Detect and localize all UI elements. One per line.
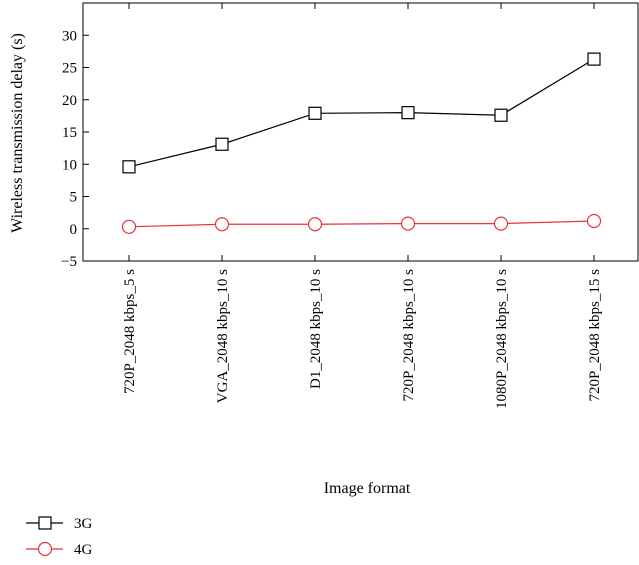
- data-point: [400, 216, 416, 231]
- data-point: [493, 216, 509, 231]
- legend-item: 3G: [26, 516, 93, 532]
- y-tick-label: 0: [70, 222, 78, 238]
- x-tick-label: 720P_2048 kbps_15 s: [587, 269, 603, 402]
- x-tick-label: VGA_2048 kbps_10 s: [215, 269, 231, 403]
- series-line: [128, 220, 595, 228]
- y-tick-label: 5: [70, 190, 78, 206]
- legend-label: 3G: [74, 516, 93, 532]
- series-4G: [121, 213, 602, 234]
- y-axis-title: Wireless transmission delay (s): [9, 33, 26, 233]
- data-point: [401, 106, 415, 120]
- data-point: [215, 137, 229, 151]
- data-point: [308, 106, 322, 120]
- data-point: [587, 52, 601, 66]
- data-point: [494, 108, 508, 122]
- legend-marker: [38, 516, 52, 530]
- x-tick-label: 1080P_2048 kbps_10 s: [494, 269, 510, 409]
- data-point: [214, 217, 230, 232]
- x-tick-label: 720P_2048 kbps_10 s: [401, 269, 417, 402]
- x-axis-title: Image format: [324, 480, 411, 497]
- data-point: [121, 219, 137, 234]
- series-line: [128, 58, 595, 168]
- y-tick-label: 20: [62, 93, 77, 109]
- y-tick-label: 25: [62, 61, 77, 77]
- series-3G: [122, 52, 601, 174]
- series-layer: [121, 52, 602, 234]
- legend-marker: [37, 541, 53, 557]
- legend-item: 4G: [26, 541, 93, 558]
- data-point: [307, 217, 323, 232]
- y-tick-label: −5: [61, 254, 77, 270]
- x-axis: 720P_2048 kbps_5 s VGA_2048 kbps_10 s D1_2…: [122, 3, 603, 409]
- x-tick-label: 720P_2048 kbps_5 s: [122, 269, 138, 394]
- y-tick-label: 15: [62, 125, 77, 141]
- x-tick-label: D1_2048 kbps_10 s: [308, 269, 324, 389]
- data-point: [586, 213, 602, 229]
- data-point: [122, 160, 136, 174]
- y-tick-label: 30: [62, 28, 77, 44]
- legend-label: 4G: [74, 542, 93, 558]
- y-axis: −5 0 5 10 15 20 25 30: [61, 28, 89, 270]
- y-tick-label: 10: [62, 157, 77, 173]
- legend: 3G 4G: [26, 516, 93, 558]
